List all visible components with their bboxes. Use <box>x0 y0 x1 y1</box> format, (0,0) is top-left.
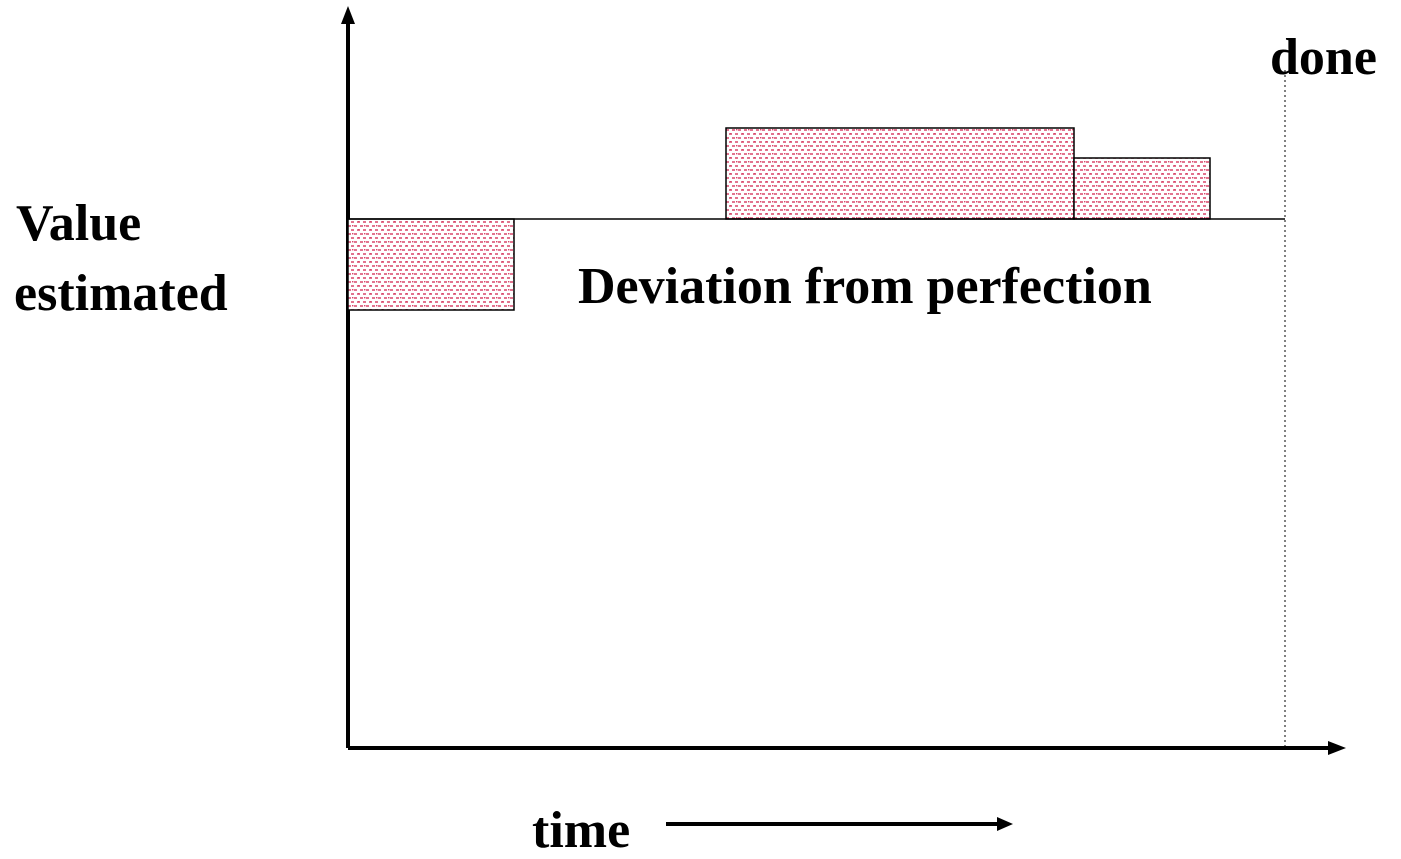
deviation-block-late-over <box>1073 157 1211 220</box>
y-axis-label-line1: Value <box>16 195 141 252</box>
time-arrowhead <box>997 817 1013 831</box>
y-axis-label-line2: estimated <box>14 265 228 322</box>
x-axis-label: time <box>532 802 630 854</box>
x-axis-arrowhead <box>1328 741 1346 755</box>
done-label: done <box>1270 29 1377 86</box>
y-axis-arrowhead <box>341 6 355 24</box>
deviation-block-early-under <box>347 218 515 311</box>
deviation-block-mid-over <box>725 127 1075 220</box>
deviation-label: Deviation from perfection <box>578 258 1152 315</box>
